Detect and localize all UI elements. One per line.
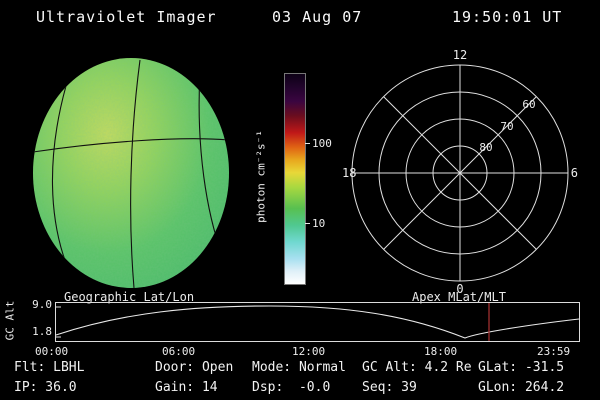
xtick-0000: 00:00 [35, 345, 69, 358]
colorbar-tick-100: 100 [312, 137, 332, 150]
strip-ylabel: GC Alt [3, 300, 17, 341]
mlt-label-18: 18 [342, 166, 356, 180]
strip-ytick-9: 9.0 [32, 298, 52, 311]
colorbar-tickmark-100 [305, 143, 310, 144]
status-glat: GLat: -31.5 [478, 360, 565, 375]
status-ip: IP: 36.0 [14, 380, 77, 395]
strip-frame [55, 302, 580, 342]
colorbar-tick-10: 10 [312, 217, 326, 230]
header-date: 03 Aug 07 [272, 8, 363, 26]
colorbar-tickmark-10 [305, 223, 310, 224]
left-panel-title: Geographic Lat/Lon [64, 290, 195, 304]
right-panel-title: Apex MLat/MLT [412, 290, 506, 304]
status-seq: Seq: 39 [362, 380, 417, 395]
strip-ytick-1_8: 1.8 [32, 325, 52, 338]
mlat-label-60: 60 [522, 98, 535, 111]
status-dsp: Dsp: -0.0 [252, 380, 331, 395]
status-glon: GLon: 264.2 [478, 380, 565, 395]
mlt-label-12: 12 [453, 48, 467, 62]
status-gain: Gain: 14 [155, 380, 218, 395]
header-time: 19:50:01 UT [452, 8, 563, 26]
xtick-2359: 23:59 [537, 345, 571, 358]
status-gcalt: GC Alt: 4.2 Re [362, 360, 472, 375]
xtick-0600: 06:00 [162, 345, 196, 358]
status-door: Door: Open [155, 360, 234, 375]
status-flt: Flt: LBHL [14, 360, 85, 375]
status-mode: Mode: Normal [252, 360, 346, 375]
polar-grid-spokes [352, 65, 568, 281]
gc-alt-curve [55, 305, 580, 339]
uv-earth-disk-image [33, 58, 229, 288]
polar-mlat-mlt-plot: 12 18 6 0 60 70 80 [342, 48, 578, 295]
mlat-label-70: 70 [500, 120, 513, 133]
mlt-label-6: 6 [571, 166, 578, 180]
app-title: Ultraviolet Imager [36, 8, 217, 26]
colorbar [284, 73, 306, 285]
mlat-label-80: 80 [479, 141, 492, 154]
gc-alt-strip-chart [55, 302, 580, 342]
xtick-1200: 12:00 [292, 345, 326, 358]
mlt-label-0: 0 [456, 282, 463, 295]
colorbar-units-label: photon cm⁻²s⁻¹ [254, 130, 268, 223]
disk-noise-texture [33, 58, 229, 288]
xtick-1800: 18:00 [424, 345, 458, 358]
